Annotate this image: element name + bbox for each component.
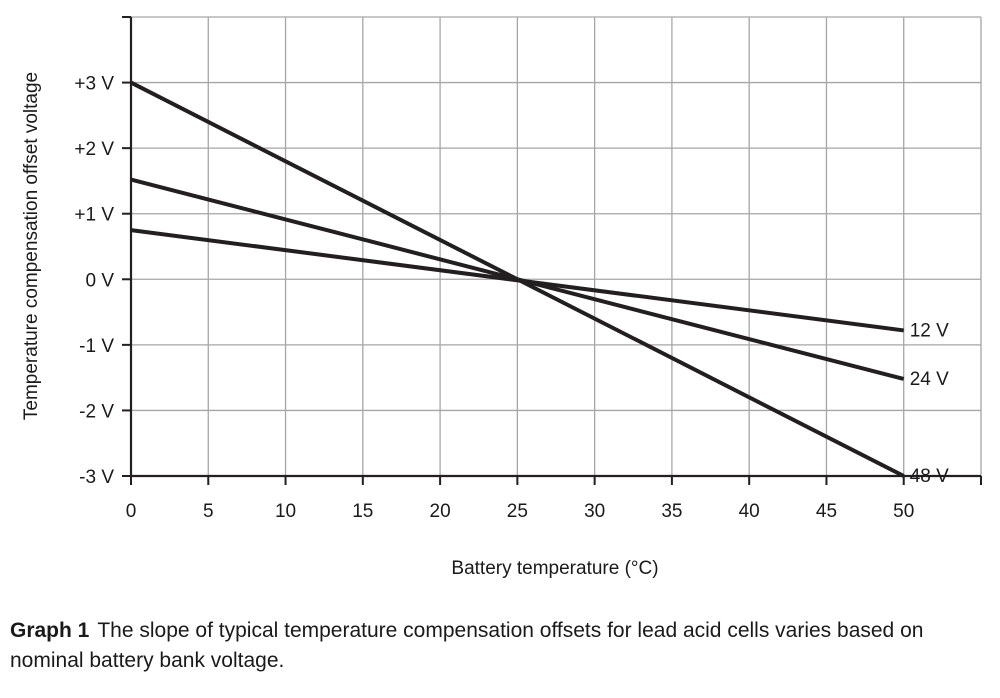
x-tick-label: 15	[352, 501, 373, 522]
x-tick-label: 45	[816, 501, 837, 522]
series-end-label: 12 V	[910, 320, 949, 341]
caption-text: The slope of typical temperature compens…	[10, 619, 924, 672]
series-end-label: 24 V	[910, 369, 949, 390]
y-tick-label: 0 V	[85, 270, 114, 291]
y-tick-label: +2 V	[74, 139, 114, 160]
y-tick-label: +3 V	[74, 74, 114, 95]
y-tick-label: +1 V	[74, 205, 114, 226]
chart-labels: +3 V +2 V +1 V 0 V -1 V -2 V -3 V 0 5 10 15 20 25 30 3…	[21, 72, 949, 579]
x-tick-label: 25	[507, 501, 528, 522]
x-tick-label: 0	[126, 501, 137, 522]
x-tick-label: 5	[203, 501, 214, 522]
caption-label: Graph 1	[10, 619, 90, 642]
x-tick-label: 20	[430, 501, 451, 522]
x-tick-label: 30	[584, 501, 605, 522]
x-axis-label: Battery temperature (°C)	[451, 558, 658, 579]
figure-caption: Graph 1 The slope of typical temperature …	[10, 616, 985, 676]
x-tick-label: 40	[739, 501, 760, 522]
series-end-label: 48 V	[910, 466, 949, 487]
x-tick-label: 35	[661, 501, 682, 522]
series-lines	[130, 80, 905, 478]
y-axis-label: Temperature compensation offset voltage	[21, 72, 42, 420]
y-tick-label: -2 V	[79, 401, 114, 422]
y-tick-label: -1 V	[79, 336, 114, 357]
x-tick-label: 10	[275, 501, 296, 522]
x-tick-label: 50	[893, 501, 914, 522]
chart: +3 V +2 V +1 V 0 V -1 V -2 V -3 V 0 5 10 15 20 25 30 3…	[21, 16, 982, 579]
grid-lines	[131, 16, 982, 476]
y-tick-label: -3 V	[79, 467, 114, 488]
series-line	[130, 80, 905, 478]
axes	[122, 16, 982, 485]
